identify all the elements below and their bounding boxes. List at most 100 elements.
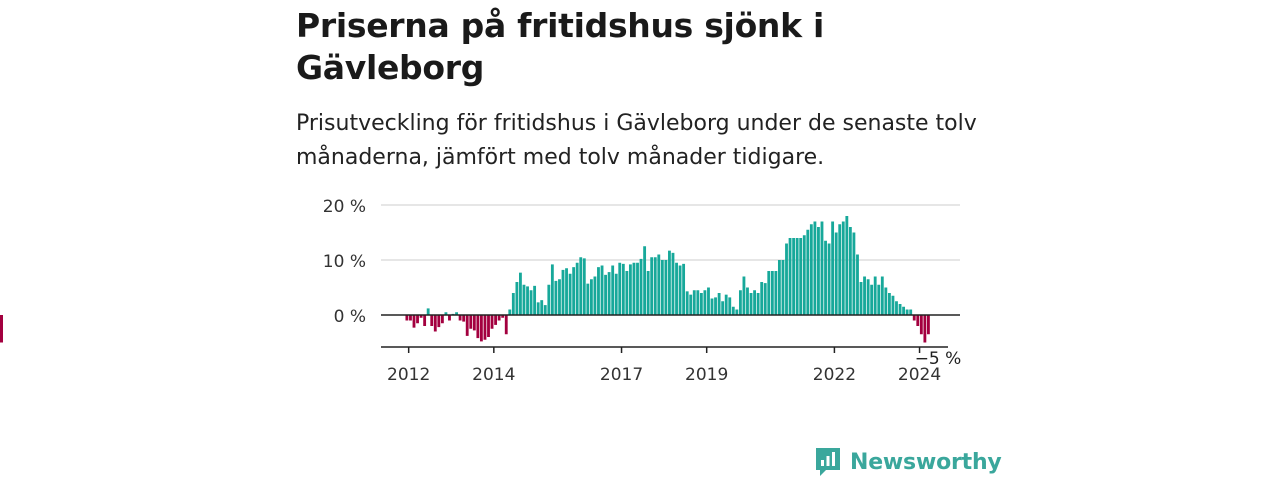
bar (792, 238, 796, 315)
bar (515, 282, 519, 315)
bar (781, 260, 785, 315)
bar (753, 290, 756, 315)
x-tick-label: 2022 (813, 365, 856, 385)
bar (653, 257, 657, 315)
bar (710, 298, 714, 315)
bar (884, 287, 888, 315)
bar (809, 224, 813, 315)
bar (703, 290, 707, 315)
bar (742, 276, 746, 315)
bar (880, 276, 884, 315)
bar (887, 293, 891, 315)
x-tick-label: 2024 (898, 365, 941, 385)
bar (912, 315, 916, 321)
bar (841, 221, 845, 315)
bar (735, 309, 739, 315)
bar (448, 315, 451, 321)
bar (856, 254, 859, 315)
bar (692, 290, 696, 315)
y-tick-label: 20 % (323, 197, 366, 217)
bar (540, 300, 544, 315)
bar (657, 254, 661, 315)
bar (696, 290, 700, 315)
bar (628, 264, 632, 315)
bar (469, 315, 473, 329)
bar (838, 224, 842, 315)
bar (863, 276, 866, 315)
bar (909, 309, 913, 315)
bar (724, 294, 728, 315)
bar (834, 232, 838, 315)
bar (455, 312, 458, 315)
bar (820, 221, 824, 315)
bar (529, 290, 533, 315)
header: Priserna på fritidshus sjönk i Gävleborg… (296, 0, 996, 175)
bar (597, 267, 600, 315)
bar (487, 315, 490, 337)
bar (756, 293, 760, 315)
brand-logo: Newsworthy (814, 446, 1002, 478)
bar (533, 285, 537, 315)
bar (519, 272, 522, 315)
bar (604, 274, 607, 315)
bar (561, 269, 565, 315)
bar (565, 268, 568, 315)
bar (707, 287, 710, 315)
bar (433, 315, 437, 332)
bar (465, 315, 469, 336)
bar (905, 309, 909, 315)
bar (902, 306, 906, 315)
bar (636, 262, 639, 315)
bar (632, 262, 636, 315)
bar (501, 315, 505, 318)
bar (827, 243, 831, 315)
bar (405, 315, 409, 321)
bar (795, 238, 799, 315)
bar (575, 262, 579, 315)
bar (643, 246, 647, 315)
bar (572, 267, 576, 315)
bar (926, 315, 930, 335)
bar (589, 279, 593, 315)
bar (0, 315, 3, 343)
bar (852, 232, 856, 315)
bar (777, 260, 781, 315)
bar (462, 315, 466, 322)
bar (749, 293, 753, 315)
bar (877, 284, 881, 315)
bar (824, 240, 827, 315)
bar (586, 283, 590, 315)
bar (767, 271, 771, 315)
bar (664, 260, 668, 315)
bar (870, 284, 874, 315)
bar (660, 260, 664, 315)
bar (490, 315, 494, 329)
bar (788, 238, 792, 315)
bar (582, 258, 586, 315)
bar (526, 286, 529, 315)
bar (579, 257, 583, 315)
chart-subtitle: Prisutveckling för fritidshus i Gävlebor… (296, 111, 977, 170)
x-tick-label: 2012 (387, 365, 430, 385)
bar (923, 315, 927, 343)
bar (494, 315, 498, 325)
bar (799, 238, 803, 315)
chart-title: Priserna på fritidshus sjönk i Gävleborg (296, 6, 824, 87)
bar (728, 297, 732, 315)
bar (785, 243, 788, 315)
bar (440, 315, 444, 324)
bar (409, 315, 412, 321)
bar (873, 276, 877, 315)
bar (543, 305, 547, 315)
bar (423, 315, 427, 326)
bar (806, 229, 810, 315)
last-value-label: −5 % (915, 349, 962, 369)
bar (618, 262, 622, 315)
bar (813, 221, 817, 315)
bar (682, 263, 686, 315)
bar (437, 315, 441, 328)
bar (671, 252, 675, 315)
bar (479, 315, 483, 342)
bar (611, 265, 615, 315)
bar (699, 293, 703, 315)
